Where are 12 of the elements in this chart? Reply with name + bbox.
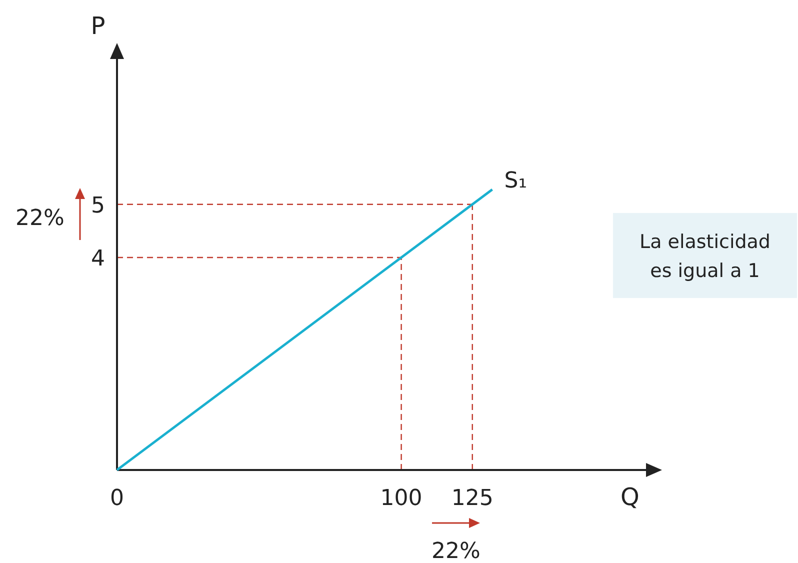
text: 22% (16, 206, 64, 231)
line-series (116, 188, 494, 472)
x-tick-label: 0 (110, 486, 124, 511)
y-axis-title: P (90, 12, 106, 40)
x-tick-label: 125 (451, 486, 494, 511)
annotation: La elasticidad es igual a 1 (640, 231, 770, 282)
text: 22% (432, 539, 480, 563)
y-tick-label: 5 (91, 193, 105, 218)
x-tick-label: 100 (380, 486, 422, 511)
x-axis-title: Q (620, 483, 640, 511)
y-tick-label: 4 (91, 246, 105, 272)
series-label: S₁ (504, 168, 528, 194)
